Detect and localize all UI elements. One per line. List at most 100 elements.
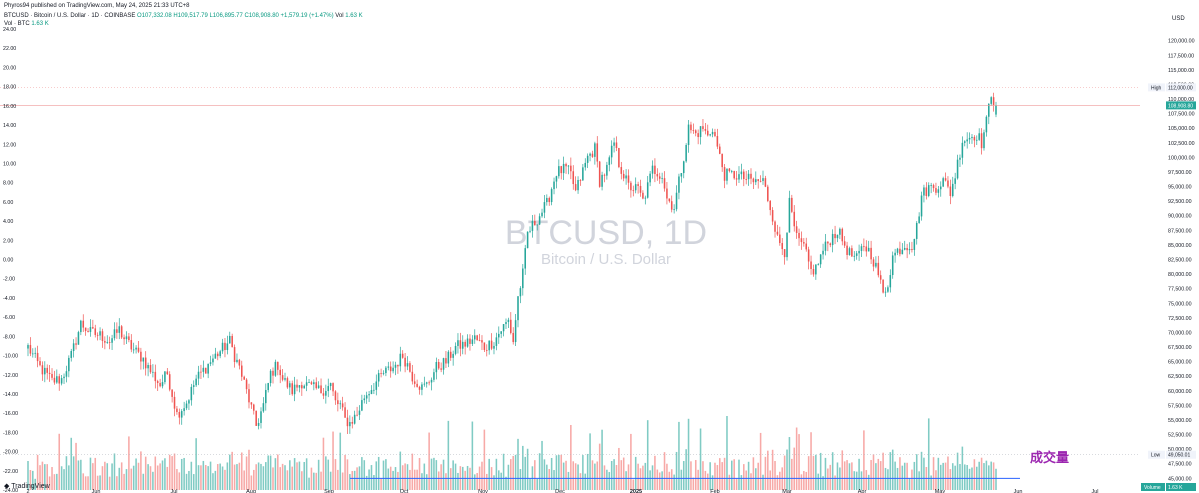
candle — [968, 132, 971, 144]
candle-body — [507, 319, 510, 323]
candle-body — [344, 407, 346, 418]
candle-body — [738, 174, 740, 180]
candle — [783, 249, 786, 265]
candle-body — [863, 246, 865, 248]
candle-body — [315, 382, 318, 389]
candle — [51, 368, 53, 381]
volume-bar — [437, 471, 440, 490]
candle-body — [906, 247, 908, 251]
volume-bar — [570, 424, 572, 490]
candle-body — [819, 254, 822, 265]
candle-body — [670, 201, 673, 210]
volume-legend: Vol · BTC 1.63 K — [4, 21, 49, 27]
volume-bar — [771, 449, 774, 490]
candle-body — [935, 188, 937, 193]
volume-bar — [687, 418, 690, 490]
candle-body — [791, 197, 793, 212]
candle — [666, 182, 668, 205]
candle — [908, 242, 911, 255]
volume-bar — [286, 470, 289, 490]
volume-bar — [534, 460, 536, 490]
candle — [591, 150, 594, 158]
candle — [80, 319, 82, 336]
volume-bar — [310, 467, 313, 490]
candle — [805, 237, 808, 252]
volume-bar — [332, 431, 334, 490]
candle-body — [954, 178, 956, 184]
volume-bar — [257, 462, 260, 490]
candle — [851, 245, 853, 258]
volume-bar — [262, 466, 265, 490]
candle — [697, 129, 699, 145]
candle — [855, 250, 858, 260]
candle — [99, 327, 101, 341]
candle-body — [394, 364, 397, 368]
candle — [654, 158, 656, 183]
volume-bar — [142, 473, 145, 490]
close-badge-value-bg — [1166, 101, 1196, 110]
candle-body — [980, 133, 983, 149]
volume-bar — [29, 470, 32, 490]
left-tick-label: 0.00 — [3, 258, 13, 264]
candle — [173, 391, 176, 417]
price-axis[interactable]: 120,000.00117,500.00115,000.00112,500.00… — [1141, 39, 1196, 491]
candle — [961, 136, 964, 165]
candle — [959, 154, 961, 167]
candle-body — [526, 231, 529, 249]
candle-body — [51, 373, 53, 378]
volume-bar — [207, 466, 209, 490]
volume-bar — [762, 474, 764, 490]
brand-name: TradingView — [11, 483, 50, 490]
candle-body — [731, 171, 733, 172]
candle-body — [762, 178, 764, 181]
candle — [682, 160, 685, 179]
candle — [46, 364, 48, 380]
left-tick-label: -4.00 — [3, 296, 15, 302]
candle-body — [810, 261, 812, 269]
candle — [437, 359, 440, 370]
time-axis[interactable]: 2 Jun Jul Aug Sep Oct Nov Dec 2025 Feb Mar Apr May Ju… — [26, 489, 1098, 493]
candle-body — [783, 249, 786, 258]
candle — [793, 205, 796, 232]
candle-body — [884, 291, 887, 293]
volume-bar — [322, 437, 325, 490]
candle — [493, 342, 495, 355]
candle — [949, 179, 952, 205]
candle — [411, 364, 414, 385]
candle-body — [488, 340, 490, 351]
volume-bar — [140, 451, 142, 490]
candle — [188, 399, 190, 410]
volume-bar — [586, 453, 589, 490]
candle-body — [192, 385, 195, 387]
candle-body — [334, 391, 337, 401]
candle-body — [560, 166, 563, 174]
volume-bar — [421, 473, 423, 490]
candle-body — [68, 357, 70, 372]
candle — [803, 238, 805, 247]
candle — [317, 381, 320, 389]
volume-bar — [87, 476, 89, 490]
low-badge-label-bg — [1148, 450, 1165, 459]
candle — [867, 240, 870, 252]
ohlc-close: 108,908.80 — [248, 13, 279, 19]
candle — [180, 409, 183, 425]
candle-body — [437, 362, 440, 369]
candle — [322, 387, 325, 400]
candle — [421, 382, 423, 396]
volume-bar — [452, 460, 454, 490]
candle-body — [834, 233, 836, 239]
candle-body — [983, 132, 985, 149]
candle-body — [156, 381, 159, 383]
ohlc-change: +1,579.19 (+1.47%) — [280, 13, 334, 19]
volume-bar — [404, 463, 406, 490]
ohlc-high: 109,517.79 — [177, 13, 208, 19]
volume-bar — [875, 463, 877, 490]
candle-body — [399, 353, 402, 367]
candle — [430, 377, 433, 391]
currency-label: USD — [1172, 16, 1185, 22]
candle-body — [875, 262, 877, 267]
candle — [721, 153, 723, 172]
volume-bar — [988, 465, 990, 490]
volume-bar — [608, 472, 611, 490]
